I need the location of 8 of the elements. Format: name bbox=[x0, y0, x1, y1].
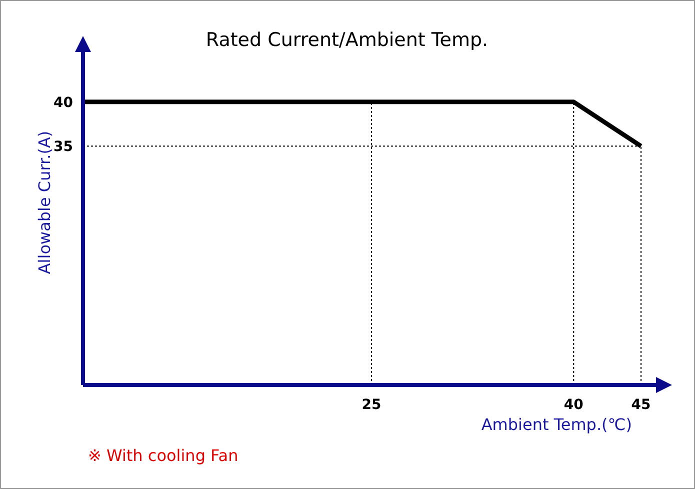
x-tick-label: 40 bbox=[564, 397, 584, 413]
y-axis-title: Allowable Curr.(A) bbox=[35, 130, 54, 274]
y-tick-label: 35 bbox=[54, 139, 73, 156]
text: ※ With cooling Fan bbox=[88, 446, 238, 465]
x-axis-title: Ambient Temp.(℃) bbox=[481, 415, 632, 434]
x-tick-label: 45 bbox=[631, 397, 651, 413]
x-tick-label: 25 bbox=[362, 397, 382, 413]
chart-title: Rated Current/Ambient Temp. bbox=[206, 29, 488, 51]
